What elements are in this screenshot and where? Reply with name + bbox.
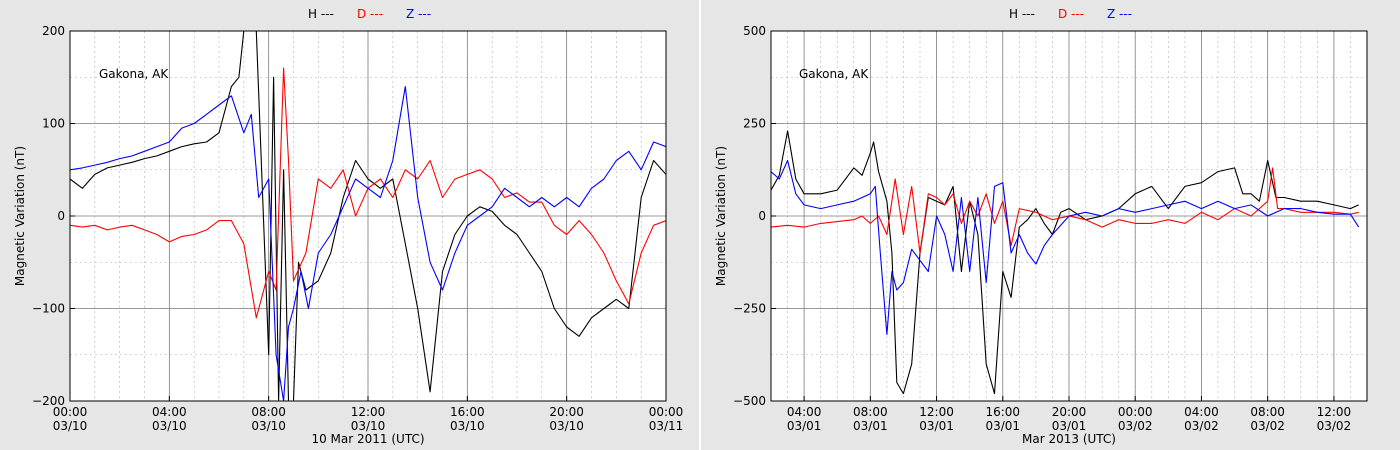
legend-z: Z --- xyxy=(406,7,431,21)
x-tick-label-date: 03/02 xyxy=(1118,419,1153,433)
x-tick-label-time: 00:00 xyxy=(53,405,88,419)
x-tick-label-time: 00:00 xyxy=(1118,405,1153,419)
y-tick-label: −200 xyxy=(32,394,65,408)
x-tick-label-time: 08:00 xyxy=(1250,405,1285,419)
x-tick-label-date: 03/10 xyxy=(152,419,187,433)
series-z-line xyxy=(70,85,666,401)
x-tick-labels: 00:0003/1004:0003/1008:0003/1012:0003/10… xyxy=(53,405,684,433)
chart-right-svg: 04:0003/0108:0003/0112:0003/0116:0003/01… xyxy=(714,7,1368,446)
x-tick-label-time: 04:00 xyxy=(1184,405,1219,419)
y-tick-label: −250 xyxy=(733,302,766,316)
x-tick-label-date: 03/10 xyxy=(53,419,88,433)
chart-left-svg: 00:0003/1004:0003/1008:0003/1012:0003/10… xyxy=(13,7,684,446)
x-tick-label-time: 12:00 xyxy=(351,405,386,419)
x-tick-label-time: 04:00 xyxy=(152,405,187,419)
chart-panel-left: 00:00 03/10 04:00 03/10 08:00 03/10 12:00 03/10… xyxy=(0,0,699,450)
y-tick-label: 200 xyxy=(42,24,65,38)
y-axis-label: Magnetic Variation (nT) xyxy=(714,146,728,286)
x-tick-label-date: 03/01 xyxy=(787,419,822,433)
y-tick-label: 250 xyxy=(743,117,766,131)
x-tick-label-time: 08:00 xyxy=(853,405,888,419)
x-tick-label-date: 03/01 xyxy=(985,419,1020,433)
y-tick-label: 0 xyxy=(57,209,65,223)
axis-ticks xyxy=(771,30,1335,402)
y-tick-labels: −500 −250 0 250 500 xyxy=(733,24,766,408)
chart-panel-right: 04:00 03/01 08:00 03/01 12:00 03/01 16:00 03/01… xyxy=(701,0,1400,450)
series-h-line xyxy=(771,130,1359,395)
panel-divider xyxy=(699,0,701,450)
series-d-line xyxy=(771,167,1359,254)
series-lines xyxy=(70,31,666,401)
legend: H --- D --- Z --- xyxy=(1009,7,1132,21)
x-tick-label-time: 08:00 xyxy=(251,405,286,419)
y-tick-label: −500 xyxy=(733,394,766,408)
legend-d: D --- xyxy=(357,7,383,21)
y-tick-label: 500 xyxy=(743,24,766,38)
x-tick-label-time: 04:00 xyxy=(787,405,822,419)
y-tick-label: 100 xyxy=(42,117,65,131)
x-axis-label: Mar 2013 (UTC) xyxy=(1022,432,1116,446)
x-tick-label-time: 16:00 xyxy=(450,405,485,419)
x-tick-label-time: 16:00 xyxy=(985,405,1020,419)
y-tick-label: −100 xyxy=(32,302,65,316)
x-tick-label-date: 03/02 xyxy=(1184,419,1219,433)
x-tick-label-time: 12:00 xyxy=(919,405,954,419)
legend-h: H --- xyxy=(308,7,334,21)
series-h-line xyxy=(70,31,666,401)
y-axis-label: Magnetic Variation (nT) xyxy=(13,146,27,286)
series-z-line xyxy=(771,159,1360,335)
axis-ticks xyxy=(69,30,667,402)
x-tick-label-time: 12:00 xyxy=(1317,405,1352,419)
x-tick-labels: 04:0003/0108:0003/0112:0003/0116:0003/01… xyxy=(787,405,1351,433)
station-label: Gakona, AK xyxy=(99,67,169,81)
legend: H --- D --- Z --- xyxy=(308,7,431,21)
series-lines xyxy=(771,130,1360,395)
y-tick-label: 0 xyxy=(758,209,766,223)
x-axis-label: 10 Mar 2011 (UTC) xyxy=(311,432,424,446)
x-tick-label-time: 00:00 xyxy=(649,405,684,419)
x-tick-label-date: 03/10 xyxy=(450,419,485,433)
x-tick-label-date: 03/02 xyxy=(1250,419,1285,433)
legend-h: H --- xyxy=(1009,7,1035,21)
x-tick-label-date: 03/10 xyxy=(351,419,386,433)
x-tick-label-date: 03/01 xyxy=(1052,419,1087,433)
x-tick-label-time: 20:00 xyxy=(1052,405,1087,419)
series-d-line xyxy=(70,67,666,319)
station-label: Gakona, AK xyxy=(799,67,869,81)
x-tick-label-date: 03/10 xyxy=(251,419,286,433)
x-tick-label-time: 20:00 xyxy=(549,405,584,419)
legend-d: D --- xyxy=(1058,7,1084,21)
y-tick-labels: −200 −100 0 100 200 xyxy=(32,24,65,408)
x-tick-label-date: 03/10 xyxy=(549,419,584,433)
x-tick-label-date: 03/11 xyxy=(649,419,684,433)
x-tick-label-date: 03/01 xyxy=(919,419,954,433)
legend-z: Z --- xyxy=(1107,7,1132,21)
x-tick-label-date: 03/02 xyxy=(1317,419,1352,433)
x-tick-label-date: 03/01 xyxy=(853,419,888,433)
